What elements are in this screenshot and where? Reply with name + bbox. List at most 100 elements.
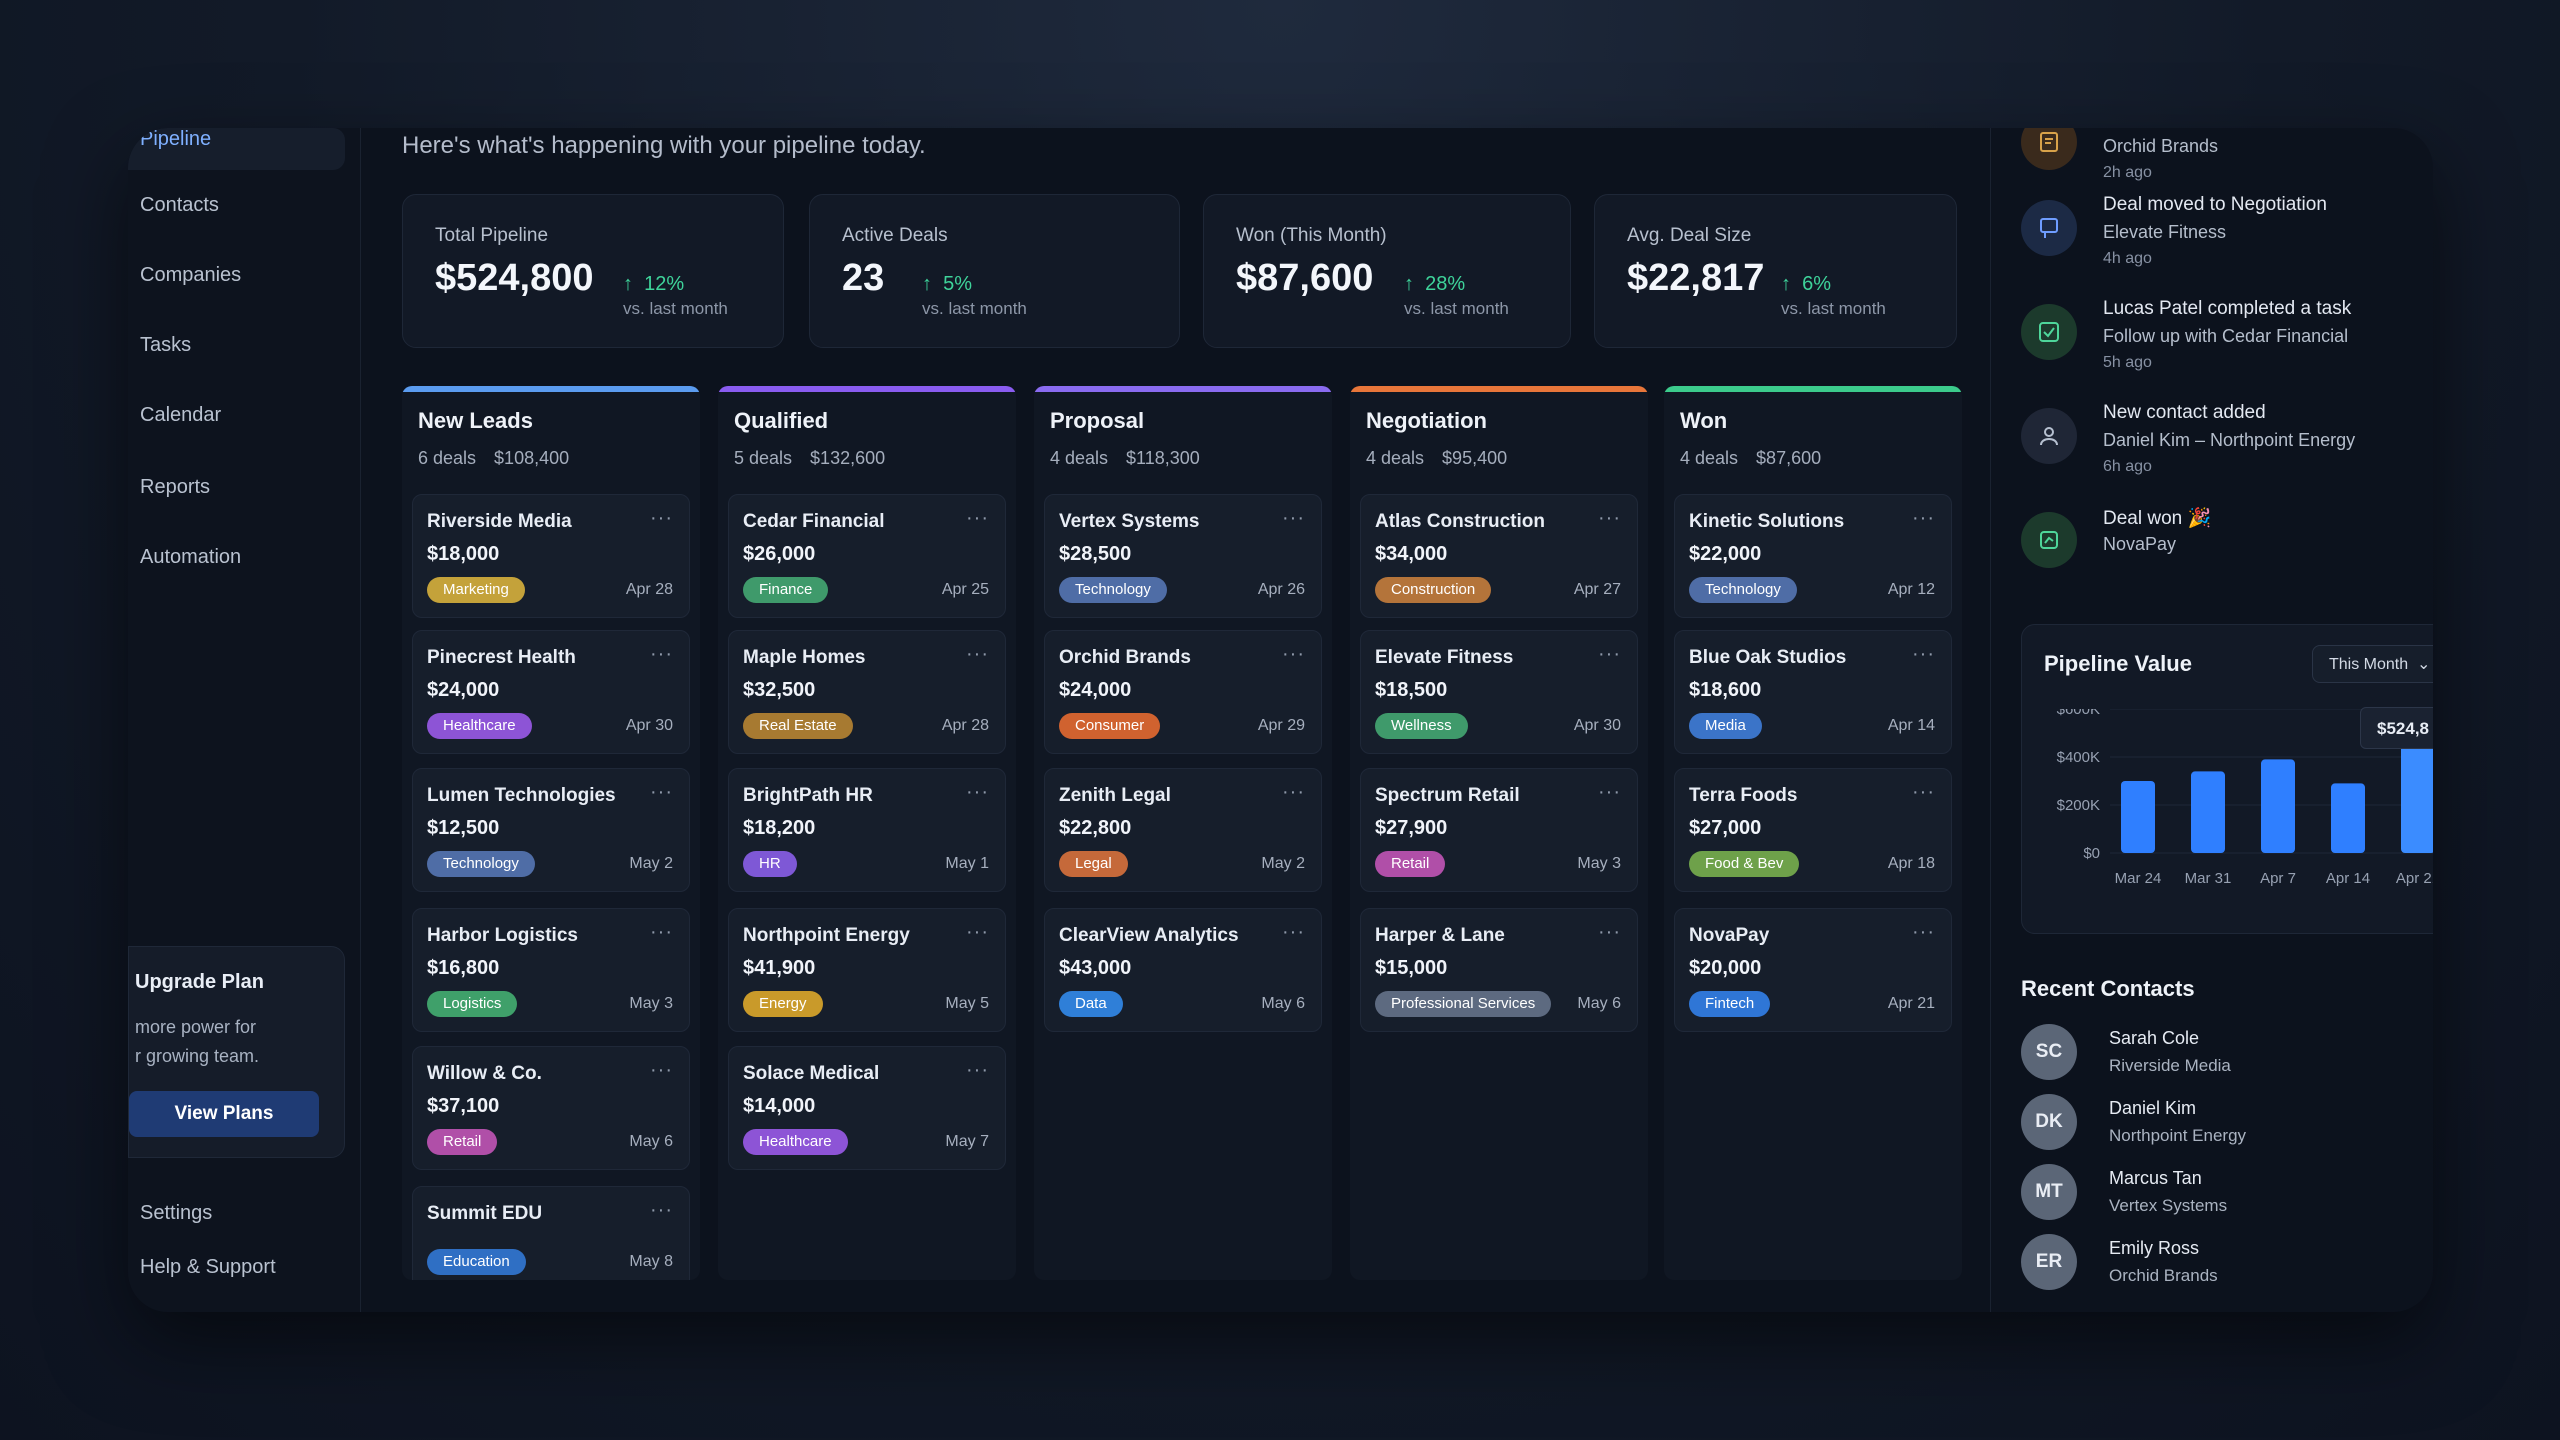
chart-bar[interactable] [2121,781,2155,853]
deal-date: May 6 [1577,995,1621,1012]
stat-change-value: 6% [1802,273,1832,295]
deal-card[interactable]: Willow & Co. ··· $37,100 Retail May 6 [412,1046,690,1170]
more-options-icon[interactable]: ··· [1912,643,1935,665]
chart-bar[interactable] [2191,771,2225,853]
more-options-icon[interactable]: ··· [966,921,989,943]
more-options-icon[interactable]: ··· [650,781,673,803]
note-icon [2021,128,2077,170]
stat-change: ↑ 28% [1404,273,1465,296]
deal-date: Apr 27 [1573,581,1621,598]
sidebar-item-help[interactable]: Help & Support [140,1256,276,1278]
more-options-icon[interactable]: ··· [1282,921,1305,943]
column-amount: $108,400 [494,448,570,468]
deal-amount: $24,000 [427,679,500,701]
chart-bar[interactable] [2261,759,2295,853]
deal-tag: Fintech [1689,991,1771,1017]
deal-card[interactable]: Kinetic Solutions ··· $22,000 Technology Apr… [1674,494,1952,618]
more-options-icon[interactable]: ··· [1912,507,1935,529]
sidebar-item-reports[interactable]: Reports [140,476,211,498]
deal-card[interactable]: Blue Oak Studios ··· $18,600 Media Apr 14 [1674,630,1952,754]
deal-card[interactable]: Terra Foods ··· $27,000 Food & Bev Apr 18 [1674,768,1952,892]
deal-tag: Professional Services [1375,991,1552,1017]
deal-card[interactable]: Northpoint Energy ··· $41,900 Energy May 5 [728,908,1006,1032]
view-plans-button[interactable]: View Plans [129,1091,319,1137]
period-select[interactable]: This Month ⌄ [2312,645,2433,683]
chevron-down-icon: ⌄ [2412,656,2431,673]
deal-tag: Data [1059,991,1123,1017]
deal-card[interactable]: Summit EDU ··· Education May 8 [412,1186,690,1280]
deal-card[interactable]: Riverside Media ··· $18,000 Marketing Apr 28 [412,494,690,618]
deal-tag: Technology [1059,577,1167,603]
deal-card[interactable]: Atlas Construction ··· $34,000 Construction… [1360,494,1638,618]
sidebar-item-tasks[interactable]: Tasks [140,334,192,356]
more-options-icon[interactable]: ··· [1912,921,1935,943]
deal-date: Apr 18 [1887,855,1935,872]
contact-company: Orchid Brands [2109,1266,2218,1285]
deal-name: Blue Oak Studios [1689,647,1847,668]
deal-name: Lumen Technologies [427,785,616,806]
deal-tag: Technology [427,851,535,877]
deal-card[interactable]: Maple Homes ··· $32,500 Real Estate Apr 28 [728,630,1006,754]
deal-card[interactable]: Solace Medical ··· $14,000 Healthcare May 7 [728,1046,1006,1170]
deal-date: Apr 12 [1887,581,1935,598]
deal-amount: $18,200 [743,817,816,839]
more-options-icon[interactable]: ··· [966,781,989,803]
deal-amount: $32,500 [743,679,816,701]
more-options-icon[interactable]: ··· [650,643,673,665]
more-options-icon[interactable]: ··· [1598,921,1621,943]
more-options-icon[interactable]: ··· [650,1199,673,1221]
deal-amount: $27,900 [1375,817,1448,839]
deal-card[interactable]: Lumen Technologies ··· $12,500 Technology Ma… [412,768,690,892]
column-amount: $95,400 [1442,448,1508,468]
more-options-icon[interactable]: ··· [650,921,673,943]
deal-card[interactable]: Pinecrest Health ··· $24,000 Healthcare Apr … [412,630,690,754]
more-options-icon[interactable]: ··· [1282,507,1305,529]
sidebar-item-contacts[interactable]: Contacts [140,194,219,216]
deal-tag: Marketing [427,577,525,603]
deal-card[interactable]: NovaPay ··· $20,000 Fintech Apr 21 [1674,908,1952,1032]
column-meta: 5 deals $132,600 [734,448,885,469]
deal-card[interactable]: Zenith Legal ··· $22,800 Legal May 2 [1044,768,1322,892]
more-options-icon[interactable]: ··· [650,1059,673,1081]
stat-value: 23 [842,257,885,299]
more-options-icon[interactable]: ··· [650,507,673,529]
deal-card[interactable]: Orchid Brands ··· $24,000 Consumer Apr 29 [1044,630,1322,754]
deal-name: Orchid Brands [1059,647,1191,668]
sidebar-item-calendar[interactable]: Calendar [140,404,222,426]
sidebar-item-companies[interactable]: Companies [140,264,242,286]
deal-card[interactable]: BrightPath HR ··· $18,200 HR May 1 [728,768,1006,892]
deal-date: May 3 [1577,855,1621,872]
more-options-icon[interactable]: ··· [1282,643,1305,665]
more-options-icon[interactable]: ··· [1912,781,1935,803]
sidebar-item-settings[interactable]: Settings [140,1202,213,1224]
deal-date: Apr 29 [1257,717,1305,734]
deal-card[interactable]: Harbor Logistics ··· $16,800 Logistics May 3 [412,908,690,1032]
deal-card[interactable]: Harper & Lane ··· $15,000 Professional Serv… [1360,908,1638,1032]
more-options-icon[interactable]: ··· [1282,781,1305,803]
sidebar-item-pipeline[interactable]: Pipeline [128,128,345,170]
more-options-icon[interactable]: ··· [1598,643,1621,665]
stat-change: ↑ 6% [1781,273,1831,296]
stat-label: Active Deals [842,225,948,246]
more-options-icon[interactable]: ··· [1598,781,1621,803]
column-deal-count: 4 deals [1050,448,1109,468]
x-tick-label: Mar 24 [2115,870,2162,887]
more-options-icon[interactable]: ··· [966,507,989,529]
sidebar-item-automation[interactable]: Automation [140,546,242,568]
chart-bar[interactable] [2401,727,2433,853]
contact-company: Northpoint Energy [2109,1126,2247,1145]
stat-change: ↑ 5% [922,273,972,296]
chart-bar[interactable] [2331,783,2365,853]
more-options-icon[interactable]: ··· [1598,507,1621,529]
deal-date: Apr 30 [625,717,673,734]
deal-card[interactable]: Vertex Systems ··· $28,500 Technology Apr 26 [1044,494,1322,618]
more-options-icon[interactable]: ··· [966,643,989,665]
deal-card[interactable]: ClearView Analytics ··· $43,000 Data May 6 [1044,908,1322,1032]
more-options-icon[interactable]: ··· [966,1059,989,1081]
pipeline-column-proposal: Proposal 4 deals $118,300 Vertex Systems ···… [1034,386,1332,1280]
deal-card[interactable]: Elevate Fitness ··· $18,500 Wellness Apr 30 [1360,630,1638,754]
deal-card[interactable]: Cedar Financial ··· $26,000 Finance Apr 25 [728,494,1006,618]
deal-card[interactable]: Spectrum Retail ··· $27,900 Retail May 3 [1360,768,1638,892]
contact-name: Daniel Kim [2109,1098,2197,1118]
stat-label: Won (This Month) [1236,225,1387,246]
